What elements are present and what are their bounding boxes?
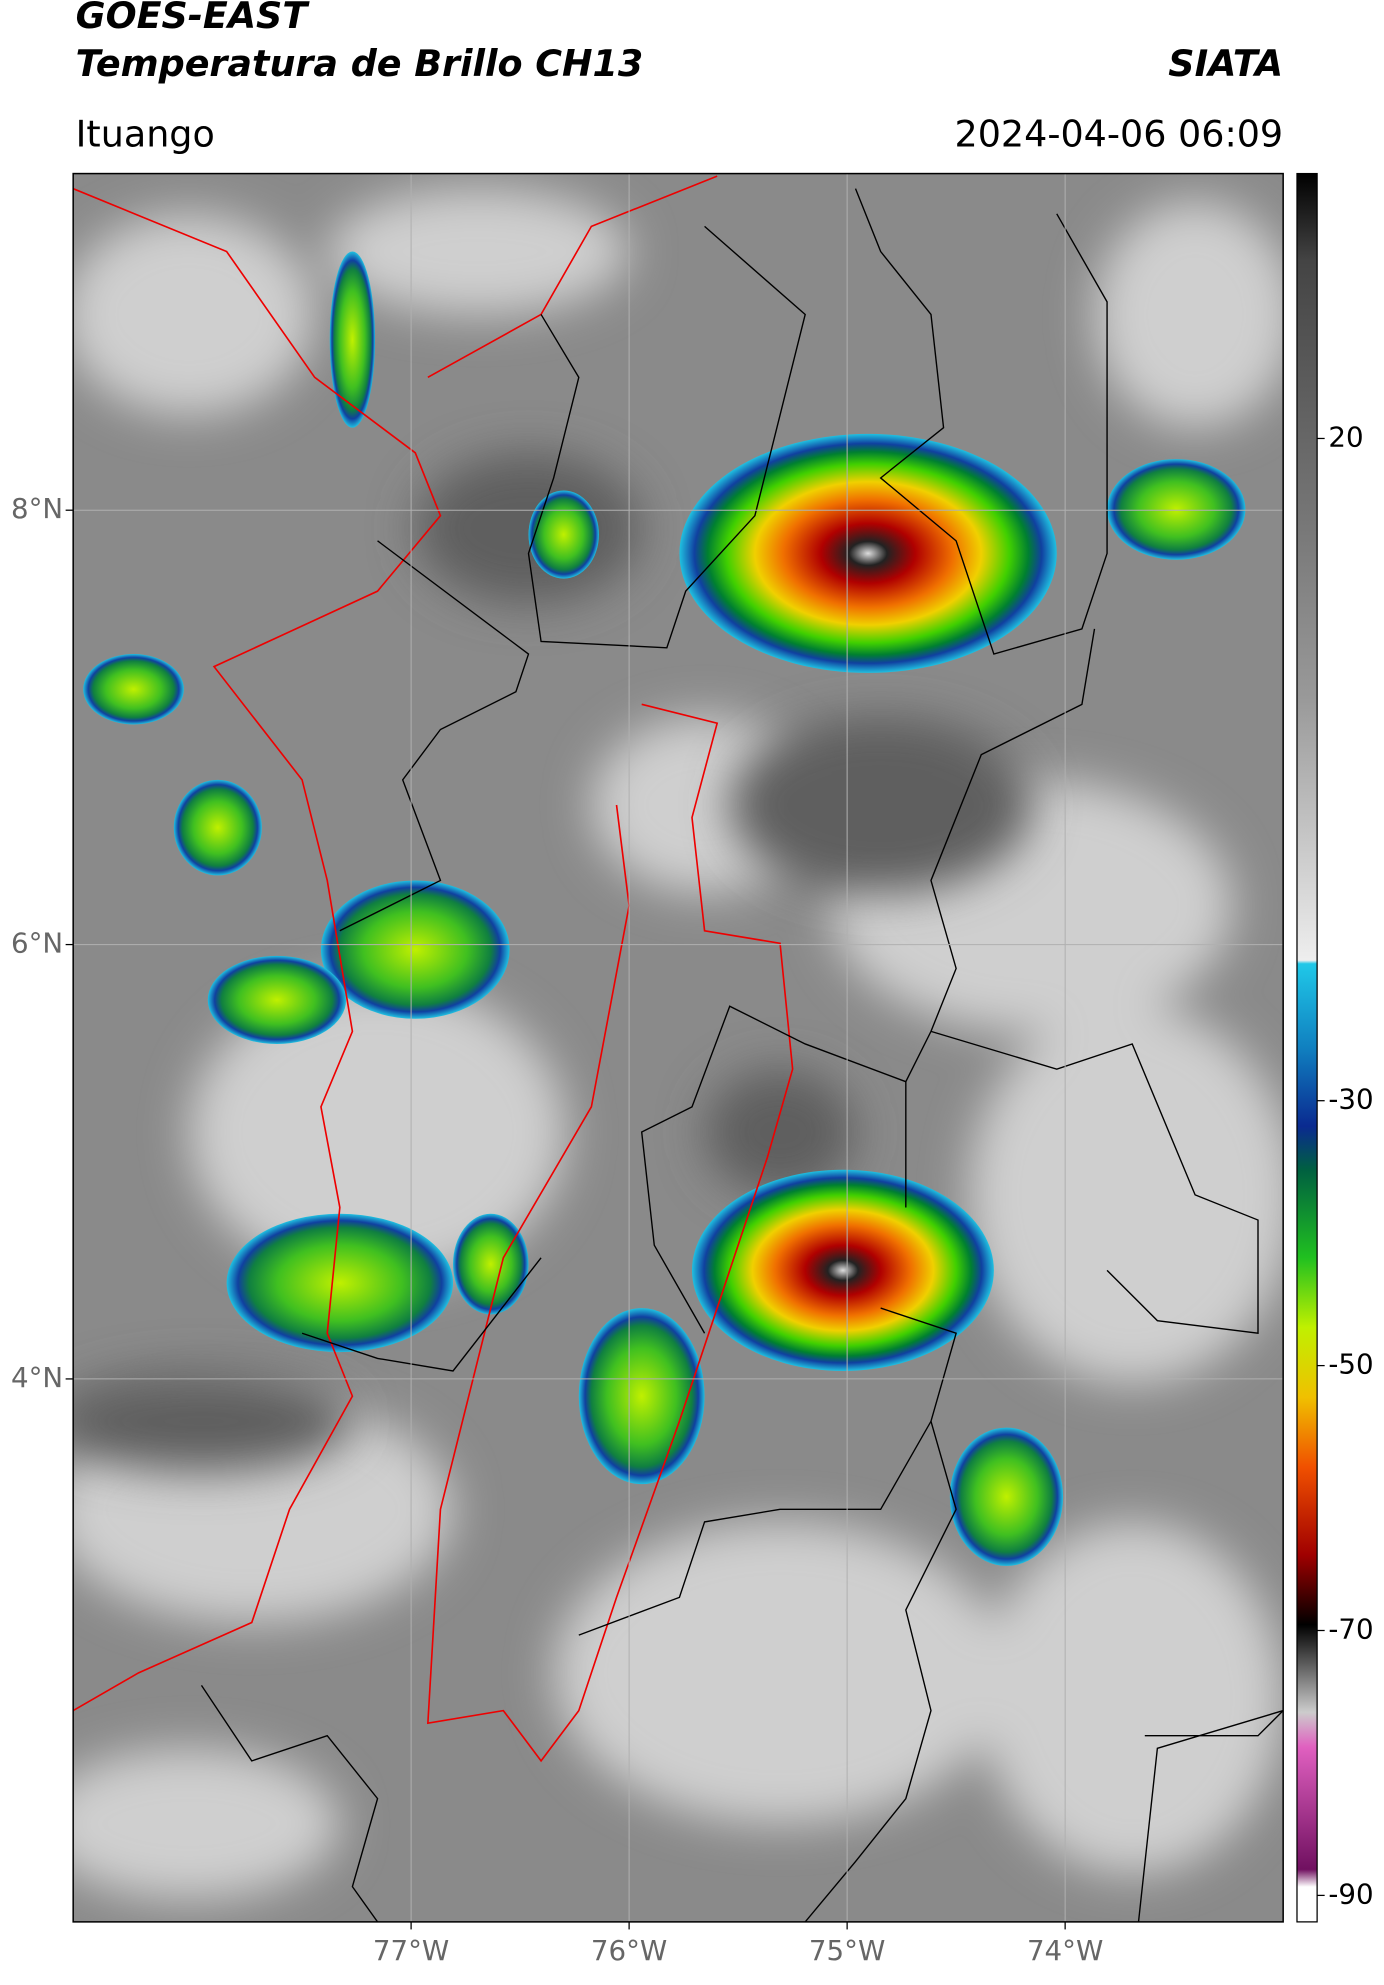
datetime: 2024-04-06 06:09 (955, 112, 1284, 155)
map-frame (72, 172, 1284, 1923)
cloud-top (207, 955, 347, 1044)
map-image (73, 173, 1284, 1922)
colorbar-tick-label: -70 (1328, 1612, 1373, 1645)
colorbar-tick-label: 20 (1328, 420, 1363, 453)
cloud-top (226, 1213, 454, 1353)
colorbar-tick-label: -90 (1328, 1877, 1373, 1910)
y-tick-label: 6°N (11, 927, 63, 960)
cloud-top (578, 1308, 705, 1485)
y-tick-label: 8°N (11, 492, 63, 525)
region: Ituango (76, 112, 215, 155)
cloud-top (83, 654, 184, 725)
subtitle: Temperatura de Brillo CH13 (76, 42, 644, 85)
y-tick-label: 4°N (11, 1361, 63, 1394)
cloud-top (949, 1427, 1064, 1566)
title: GOES-EAST (76, 0, 311, 37)
x-tick-label: 74°W (1027, 1934, 1103, 1967)
cloud-top (679, 433, 1057, 673)
cloud-top (320, 880, 510, 1019)
cloud-top (692, 1169, 994, 1371)
cloud-top (1107, 459, 1246, 560)
cloud-top (329, 251, 376, 428)
colorbar (1296, 172, 1318, 1923)
cloud-top (453, 1213, 529, 1315)
colorbar-tick-label: -50 (1328, 1348, 1373, 1381)
source: SIATA (1168, 42, 1283, 85)
grid (73, 173, 1284, 1922)
x-tick-label: 77°W (373, 1934, 449, 1967)
cloud-top (173, 779, 262, 876)
colorbar-tick-label: -30 (1328, 1083, 1373, 1116)
cloud-top (528, 490, 599, 579)
x-tick-label: 75°W (809, 1934, 885, 1967)
x-tick-label: 76°W (591, 1934, 667, 1967)
